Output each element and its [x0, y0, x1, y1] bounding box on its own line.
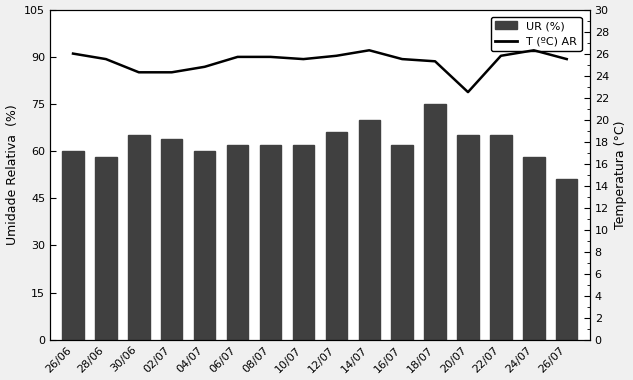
Bar — [325, 132, 347, 340]
Bar — [227, 145, 248, 340]
Bar — [62, 151, 84, 340]
Bar — [260, 145, 281, 340]
Bar — [292, 145, 314, 340]
Bar — [457, 135, 479, 340]
Bar — [523, 157, 544, 340]
Bar — [490, 135, 511, 340]
Bar — [358, 120, 380, 340]
Y-axis label: Temperatura (°C): Temperatura (°C) — [615, 120, 627, 229]
Y-axis label: Umidade Relativa  (%): Umidade Relativa (%) — [6, 104, 18, 245]
Bar — [556, 179, 577, 340]
Bar — [194, 151, 215, 340]
Bar — [95, 157, 116, 340]
Legend: UR (%), T (ºC) AR: UR (%), T (ºC) AR — [491, 17, 582, 51]
Bar — [424, 104, 446, 340]
Bar — [128, 135, 149, 340]
Bar — [161, 138, 182, 340]
Bar — [391, 145, 413, 340]
